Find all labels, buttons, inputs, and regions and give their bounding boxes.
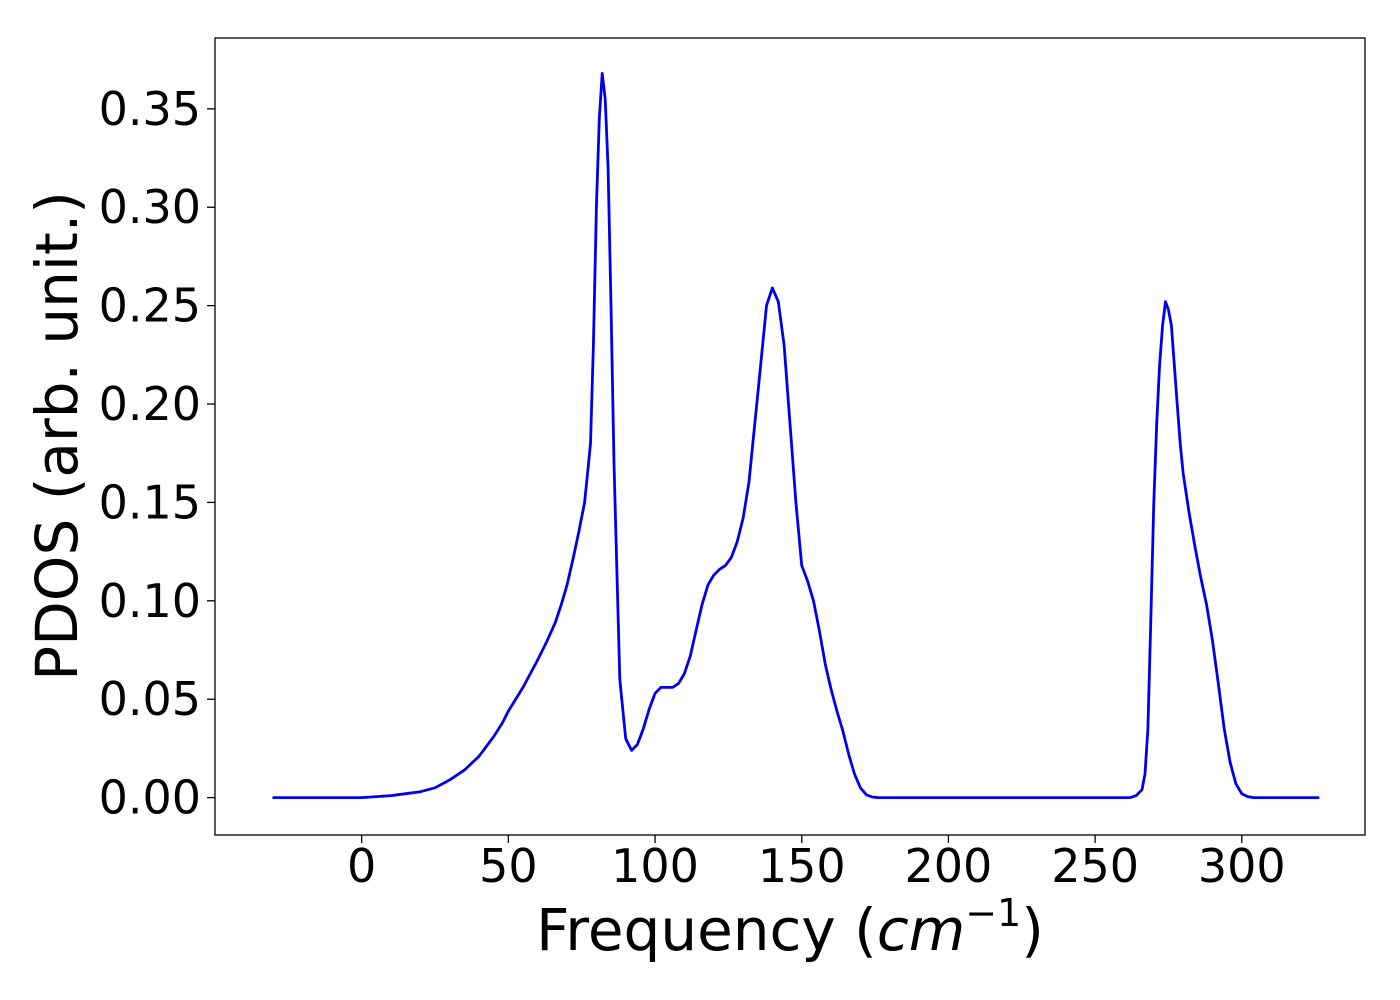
y-axis-ticks: 0.00 0.05 0.10 0.15 0.20 0.25 0.30 0.35 xyxy=(99,82,215,825)
x-tick-label: 200 xyxy=(905,839,993,893)
y-axis-label: PDOS (arb. unit.) xyxy=(23,191,91,681)
x-tick-label: 50 xyxy=(479,839,538,893)
plot-area-frame xyxy=(214,37,1366,836)
y-tick-label: 0.10 xyxy=(99,574,201,628)
y-tick-label: 0.15 xyxy=(99,475,201,529)
y-tick-label: 0.05 xyxy=(99,672,201,726)
x-axis-label: Frequency (cm−1) xyxy=(536,891,1044,964)
x-axis-label-suffix: ) xyxy=(1021,896,1044,964)
x-tick-label: 300 xyxy=(1198,839,1286,893)
x-tick-label: 0 xyxy=(347,839,376,893)
y-tick-label: 0.00 xyxy=(99,771,201,825)
x-tick-label: 250 xyxy=(1051,839,1139,893)
y-tick-label: 0.25 xyxy=(99,279,201,333)
pdos-series-line xyxy=(272,72,1320,799)
x-tick-label: 150 xyxy=(758,839,846,893)
x-axis-label-exponent: −1 xyxy=(965,891,1021,935)
x-tick-label: 100 xyxy=(611,839,699,893)
x-axis-label-prefix: Frequency ( xyxy=(536,896,877,964)
x-axis-ticks: 0 50 100 150 200 250 300 xyxy=(347,835,1286,893)
y-tick-label: 0.35 xyxy=(99,82,201,136)
y-tick-label: 0.20 xyxy=(99,377,201,431)
x-axis-label-unit: cm xyxy=(877,896,965,964)
y-tick-label: 0.30 xyxy=(99,180,201,234)
